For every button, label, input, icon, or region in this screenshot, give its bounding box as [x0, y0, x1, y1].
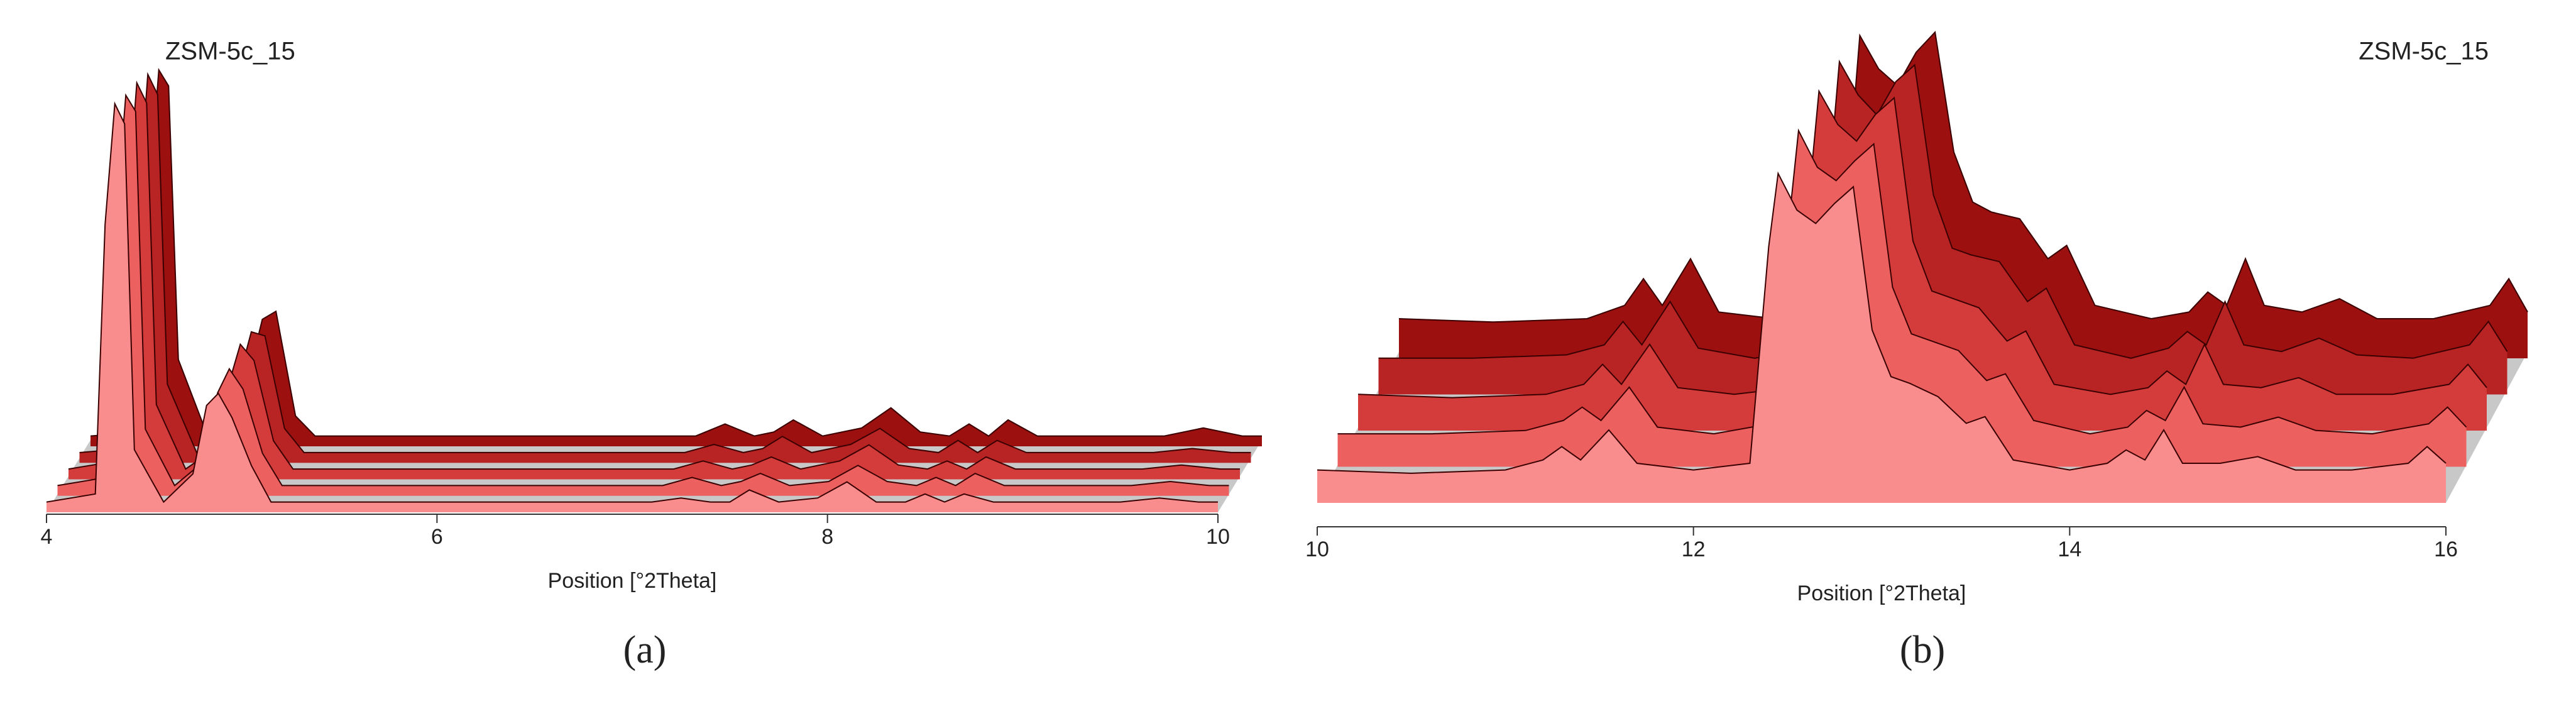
area-line	[46, 101, 1218, 504]
area-line	[1357, 89, 2487, 399]
panel-label: (b)	[1900, 629, 1945, 671]
x-tick-label: 4	[41, 525, 53, 549]
panel-label: (a)	[623, 629, 667, 671]
area-fill	[1317, 173, 2446, 503]
x-axis-title: Position [°2Theta]	[548, 569, 717, 593]
area-fill	[1378, 62, 2507, 395]
area-line	[1337, 128, 2467, 435]
chart-title: ZSM-5c_15	[2359, 38, 2489, 65]
area-line	[57, 93, 1229, 487]
area-line	[90, 68, 1262, 437]
x-tick-label: 16	[2434, 537, 2458, 561]
area-line	[1398, 31, 2528, 323]
area-fill	[1399, 32, 2528, 358]
x-tick-label: 8	[821, 525, 833, 549]
x-tick-label: 10	[1305, 537, 1329, 561]
area-line	[1317, 171, 2447, 474]
x-tick-label: 10	[1206, 525, 1230, 549]
x-tick-label: 14	[2058, 537, 2081, 561]
area-line	[79, 72, 1251, 454]
chart-title: ZSM-5c_15	[165, 38, 295, 65]
area-line	[1378, 59, 2508, 359]
x-tick-label: 6	[431, 525, 443, 549]
x-axis-title: Position [°2Theta]	[1797, 581, 1966, 605]
x-tick-label: 12	[1682, 537, 1706, 561]
area-line	[68, 80, 1240, 470]
